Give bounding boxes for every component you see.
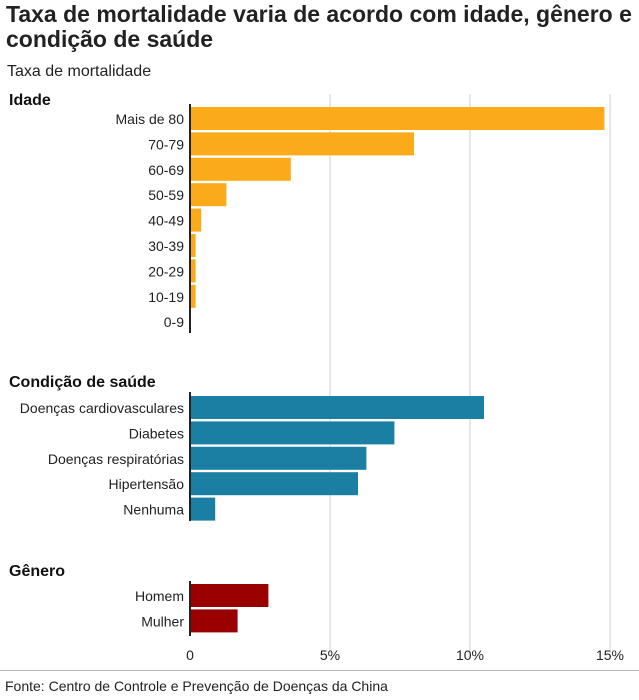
bar-0-2: [190, 157, 291, 181]
category-label-1-4: Nenhuma: [123, 502, 184, 518]
category-label-2-1: Mulher: [141, 613, 184, 629]
chart-subtitle: Taxa de mortalidade: [7, 63, 152, 80]
bar-0-4: [190, 208, 202, 232]
category-label-0-7: 10-19: [148, 289, 184, 305]
chart-title: Taxa de mortalidade varia de acordo com …: [6, 1, 632, 52]
x-tick-label-5: 5%: [320, 647, 340, 663]
bar-0-7: [190, 284, 196, 308]
bar-0-3: [190, 183, 227, 207]
category-label-0-8: 0-9: [164, 314, 184, 330]
mortality-bar-chart: Idade Mais de 80 70-79 60-69 50-59 40-49 30-39…: [9, 92, 624, 663]
category-label-1-2: Doenças respiratórias: [48, 451, 184, 467]
group-header-0: Idade: [9, 92, 51, 109]
category-label-0-6: 20-29: [148, 263, 184, 279]
footer-divider: [0, 670, 639, 671]
source-footer: Fonte: Centro de Controle e Prevenção de…: [5, 678, 388, 694]
category-label-1-3: Hipertensão: [109, 476, 185, 492]
category-label-0-1: 70-79: [148, 136, 184, 152]
bar-1-1: [190, 421, 395, 445]
bar-2-1: [190, 609, 238, 633]
x-tick-label-0: 0: [186, 647, 194, 663]
category-label-1-1: Diabetes: [129, 425, 184, 441]
bar-0-6: [190, 259, 196, 283]
category-label-1-0: Doenças cardiovasculares: [20, 400, 184, 416]
bar-1-4: [190, 497, 216, 521]
x-tick-label-15: 15%: [596, 647, 624, 663]
group-header-2: Gênero: [9, 563, 65, 580]
bar-1-2: [190, 446, 367, 470]
category-label-0-0: Mais de 80: [116, 111, 185, 127]
bar-0-1: [190, 132, 414, 156]
category-label-0-5: 30-39: [148, 238, 184, 254]
group-header-1: Condição de saúde: [9, 374, 156, 391]
category-label-0-4: 40-49: [148, 213, 184, 229]
category-label-0-3: 50-59: [148, 187, 184, 203]
bar-2-0: [190, 584, 269, 607]
category-label-2-0: Homem: [135, 588, 184, 604]
bar-1-3: [190, 472, 358, 496]
category-label-0-2: 60-69: [148, 162, 184, 178]
bar-0-5: [190, 234, 196, 257]
bar-0-0: [190, 107, 605, 130]
bar-1-0: [190, 396, 484, 419]
x-tick-label-10: 10%: [456, 647, 484, 663]
